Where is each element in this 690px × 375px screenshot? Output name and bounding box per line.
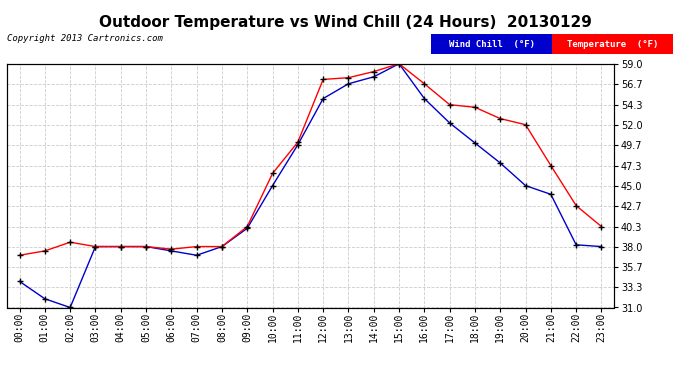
Text: Outdoor Temperature vs Wind Chill (24 Hours)  20130129: Outdoor Temperature vs Wind Chill (24 Ho… — [99, 15, 591, 30]
Text: Temperature  (°F): Temperature (°F) — [566, 40, 658, 49]
Text: Copyright 2013 Cartronics.com: Copyright 2013 Cartronics.com — [7, 34, 163, 43]
Text: Wind Chill  (°F): Wind Chill (°F) — [448, 40, 535, 49]
